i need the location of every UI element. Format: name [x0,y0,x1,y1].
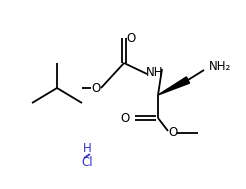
Text: NH: NH [146,66,164,78]
Text: O: O [168,126,178,139]
Text: O: O [126,32,136,44]
Text: Cl: Cl [81,156,93,170]
Text: H: H [83,143,91,156]
Text: O: O [91,81,101,94]
Text: NH₂: NH₂ [209,60,231,74]
Text: O: O [120,112,130,125]
Polygon shape [158,77,190,95]
